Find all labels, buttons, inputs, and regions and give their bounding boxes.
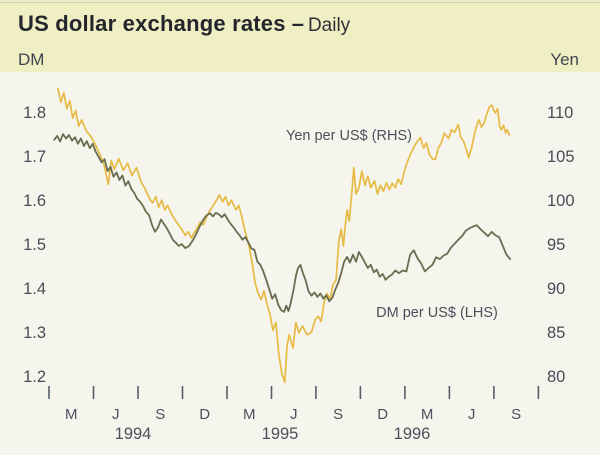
title-separator: –: [291, 11, 304, 36]
chart-title: US dollar exchange rates: [18, 11, 286, 36]
left-axis-unit: DM: [18, 50, 45, 69]
yen-series-label: Yen per US$ (RHS): [286, 128, 412, 144]
chart-header: US dollar exchange rates – Daily DM Yen: [0, 0, 600, 72]
right-axis-unit: Yen: [550, 50, 579, 69]
title-line: US dollar exchange rates – Daily: [18, 11, 350, 37]
series-line-dm: [53, 133, 512, 313]
top-border-line: [0, 2, 600, 3]
series-line-yen: [57, 87, 511, 384]
chart-frequency: Daily: [307, 15, 351, 36]
dm-series-label: DM per US$ (LHS): [376, 305, 498, 321]
bottom-ticks: [48, 386, 540, 399]
